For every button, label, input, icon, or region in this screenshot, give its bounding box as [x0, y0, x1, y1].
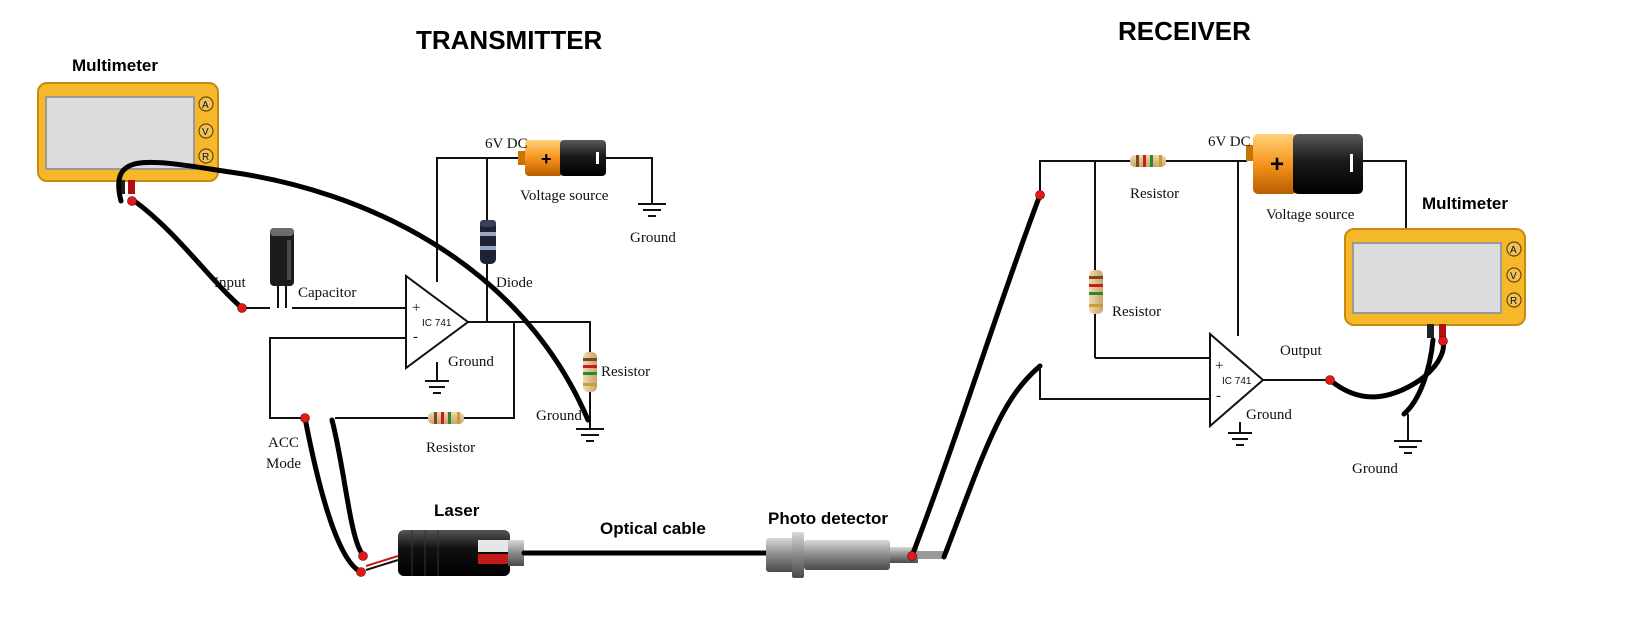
receiver-opamp-ground-symbol: [1228, 433, 1252, 445]
transmitter-resistor-bottom-label: Resistor: [426, 440, 475, 456]
acc-mode-label-line2: Mode: [266, 456, 301, 472]
multimeter-left-screen: [46, 97, 194, 169]
transmitter-ground-label-top: Ground: [630, 230, 676, 246]
transmitter-title: TRANSMITTER: [416, 25, 603, 55]
connector-dot: [357, 568, 366, 577]
svg-text:+: +: [1270, 151, 1284, 178]
receiver-opamp-minus: -: [1216, 388, 1221, 404]
receiver-resistor-left: [1089, 270, 1103, 314]
transmitter-opamp-plus: +: [412, 300, 420, 316]
transmitter-capacitor: [270, 228, 294, 308]
transmitter-opamp-minus: -: [413, 329, 418, 345]
multimeter-left-label: Multimeter: [72, 56, 158, 75]
receiver-opamp-ground-label: Ground: [1246, 407, 1292, 423]
transmitter-diode-label: Diode: [496, 275, 533, 291]
transmitter-ground-label-right: Ground: [536, 408, 582, 424]
connector-dot: [359, 552, 368, 561]
connector-dot: [908, 552, 917, 561]
transmitter-ground-symbol-top: [638, 204, 666, 216]
laser: [366, 530, 524, 576]
receiver-voltage-source-label: Voltage source: [1266, 207, 1355, 223]
receiver-resistor-top: [1130, 155, 1166, 167]
multimeter-right-button-v: V: [1510, 271, 1517, 282]
transmitter-opamp-ground-symbol: [425, 381, 449, 393]
receiver-title: RECEIVER: [1118, 16, 1251, 46]
connector-dot: [1439, 337, 1448, 346]
transmitter-battery: +: [518, 140, 606, 176]
svg-text:+: +: [541, 149, 552, 169]
multimeter-right-screen: [1353, 243, 1501, 313]
multimeter-left-button-a: A: [202, 100, 209, 111]
laser-label: Laser: [434, 501, 480, 520]
connector-dot: [128, 197, 137, 206]
transmitter-opamp-ic-label: IC 741: [422, 318, 452, 329]
transmitter-resistor-bottom: [428, 412, 464, 424]
receiver-opamp-plus: +: [1215, 358, 1223, 374]
transmitter-resistor-right: [583, 352, 597, 392]
receiver-output-label: Output: [1280, 343, 1323, 359]
receiver-ground-symbol: [1394, 441, 1422, 453]
connector-dot: [238, 304, 247, 313]
acc-mode-label-line1: ACC: [268, 435, 299, 451]
transmitter-ground-symbol-right: [576, 429, 604, 441]
transmitter-opamp-ground-label: Ground: [448, 354, 494, 370]
receiver-opamp-ic-label: IC 741: [1222, 376, 1252, 387]
multimeter-right-button-a: A: [1510, 245, 1517, 256]
connector-dot: [1326, 376, 1335, 385]
transmitter-resistor-right-label: Resistor: [601, 364, 650, 380]
multimeter-left: A V R: [38, 83, 218, 194]
receiver-resistor-left-label: Resistor: [1112, 304, 1161, 320]
connector-dot: [301, 414, 310, 423]
optical-cable-label: Optical cable: [600, 519, 706, 538]
receiver-voltage-label: 6V DC: [1208, 134, 1251, 150]
multimeter-right: A V R: [1345, 229, 1525, 338]
multimeter-right-label: Multimeter: [1422, 194, 1508, 213]
receiver-resistor-top-label: Resistor: [1130, 186, 1179, 202]
transmitter-diode: [480, 220, 496, 264]
transmitter-voltage-label: 6V DC: [485, 136, 528, 152]
connector-dot: [1036, 191, 1045, 200]
photo-detector-label: Photo detector: [768, 509, 888, 528]
multimeter-left-button-v: V: [202, 127, 209, 138]
multimeter-right-button-r: R: [1510, 296, 1517, 307]
receiver-battery: +: [1246, 134, 1363, 194]
transmitter-voltage-source-label: Voltage source: [520, 188, 609, 204]
transmitter-capacitor-label: Capacitor: [298, 285, 356, 301]
receiver-ground-label: Ground: [1352, 461, 1398, 477]
multimeter-left-button-r: R: [202, 152, 209, 163]
